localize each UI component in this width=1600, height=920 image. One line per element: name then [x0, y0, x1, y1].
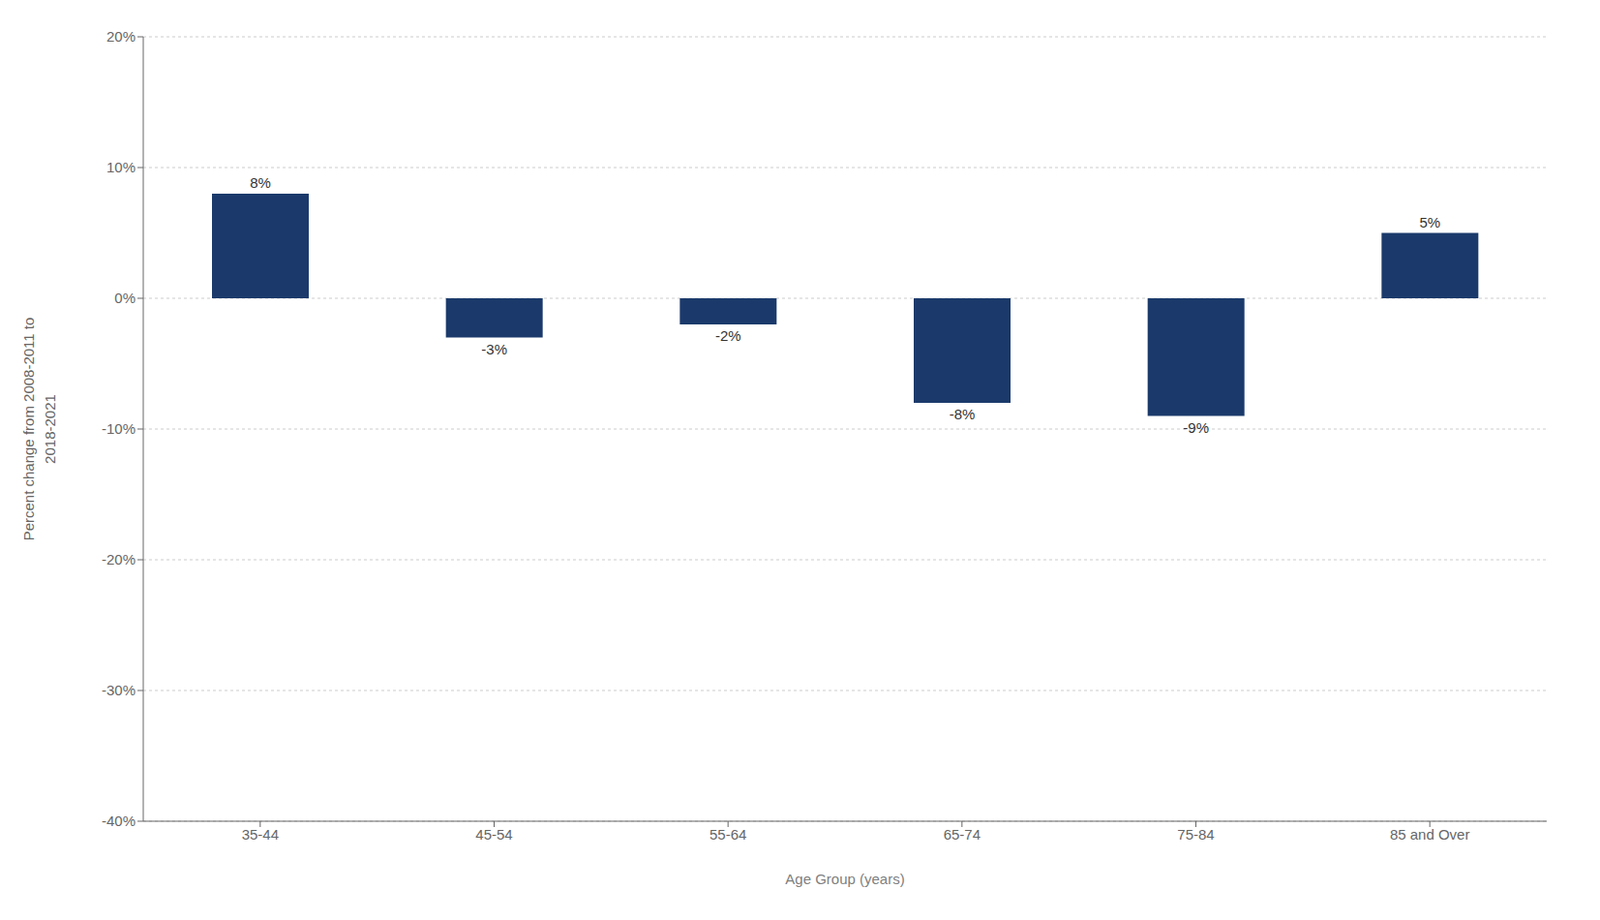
svg-text:10%: 10%	[106, 158, 136, 176]
svg-text:-8%: -8%	[949, 405, 976, 423]
svg-text:65-74: 65-74	[943, 825, 981, 843]
svg-text:-20%: -20%	[101, 550, 136, 568]
svg-text:5%: 5%	[1418, 213, 1441, 231]
svg-text:45-54: 45-54	[475, 825, 513, 843]
svg-text:-2%: -2%	[715, 327, 742, 344]
svg-text:35-44: 35-44	[241, 825, 279, 843]
svg-text:Percent change from 2008-2011: Percent change from 2008-2011 to2018-202…	[20, 317, 59, 542]
svg-text:75-84: 75-84	[1177, 825, 1214, 843]
svg-text:0%: 0%	[114, 289, 136, 306]
svg-text:20%: 20%	[106, 28, 136, 45]
svg-text:-40%: -40%	[101, 812, 136, 829]
svg-text:-10%: -10%	[101, 420, 136, 437]
svg-text:-30%: -30%	[101, 681, 136, 698]
svg-text:8%: 8%	[249, 174, 272, 191]
svg-text:-3%: -3%	[481, 340, 508, 358]
svg-text:55-64: 55-64	[709, 825, 747, 843]
svg-text:-9%: -9%	[1182, 419, 1209, 436]
svg-text:85 and Over: 85 and Over	[1389, 825, 1471, 843]
svg-text:Age Group (years): Age Group (years)	[784, 870, 905, 887]
